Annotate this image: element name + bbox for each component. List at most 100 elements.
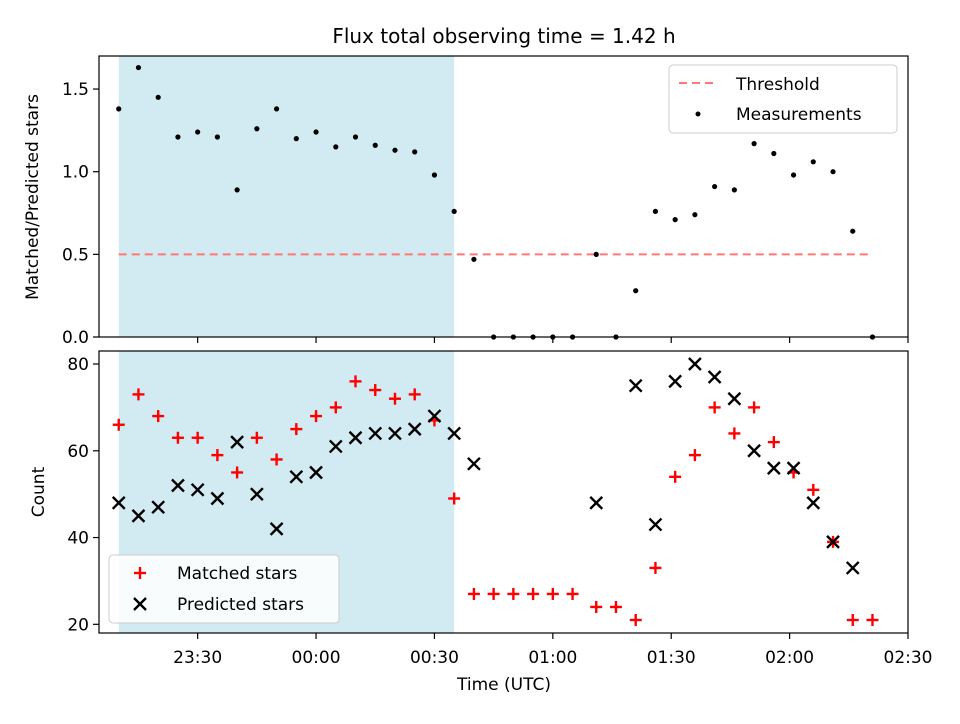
predicted-star-stroke-b (111, 495, 126, 510)
predicted-star-stroke-b (747, 443, 761, 458)
measurement-point (790, 172, 797, 178)
matched-star-point (231, 466, 244, 479)
predicted-star-stroke-b (467, 456, 481, 471)
legend-predicted-label: Predicted stars (177, 595, 304, 615)
predicted-star-point (151, 500, 166, 515)
predicted-star-point (368, 426, 383, 441)
measurement-point (293, 136, 299, 142)
predicted-star-stroke-b (707, 370, 722, 384)
matched-star-point (408, 388, 421, 401)
measurement-point (593, 251, 599, 257)
predicted-star-stroke-b (628, 378, 643, 393)
matched-star-point (310, 410, 323, 423)
legend-measurements-label: Measurements (736, 105, 862, 125)
top-y-tick-label: 0.5 (62, 245, 89, 265)
matched-star-point (270, 453, 283, 466)
matched-star-point (669, 470, 682, 483)
matched-star-point (369, 384, 382, 397)
measurement-point (412, 149, 418, 155)
measurement-point (633, 288, 639, 294)
predicted-star-point (786, 461, 801, 475)
top-y-tick-label: 0.0 (62, 328, 89, 348)
legend-threshold-label: Threshold (735, 75, 820, 95)
matched-star-point (807, 483, 820, 496)
measurement-point (333, 144, 339, 150)
predicted-star-stroke-b (727, 391, 742, 406)
x-axis-label: Time (UTC) (456, 675, 551, 695)
matched-star-point (527, 587, 540, 600)
bottom-y-tick-label: 20 (67, 615, 89, 635)
predicted-star-point (190, 482, 205, 497)
predicted-star-stroke-b (269, 522, 284, 536)
legend-matched-label: Matched stars (177, 564, 297, 584)
predicted-star-stroke-b (427, 409, 442, 423)
predicted-star-stroke-b (289, 469, 304, 484)
matched-star-point (171, 431, 184, 444)
matched-star-point (349, 375, 362, 388)
predicted-star-stroke-b (688, 357, 702, 371)
predicted-star-stroke-b (171, 478, 185, 493)
predicted-star-stroke-b (388, 426, 402, 441)
predicted-star-point (467, 456, 481, 471)
measurement-point (830, 169, 836, 175)
measurement-point (692, 212, 698, 218)
predicted-star-stroke-b (766, 461, 781, 475)
matched-star-point (448, 492, 461, 505)
predicted-star-point (826, 535, 840, 549)
matched-star-point (191, 431, 204, 444)
matched-star-point (688, 449, 701, 462)
measurement-point (451, 208, 457, 214)
top-shaded-region (118, 56, 455, 337)
top-legend: Threshold Measurements (668, 64, 898, 134)
predicted-star-stroke-b (806, 495, 821, 510)
matched-star-point (866, 613, 879, 626)
bottom-legend: Matched stars Predicted stars (108, 554, 340, 624)
predicted-star-stroke-b (826, 535, 840, 549)
matched-star-point (846, 613, 859, 626)
top-panel-frame (98, 55, 909, 338)
predicted-star-point (589, 495, 604, 510)
measurement-point (850, 228, 856, 234)
matched-star-point (487, 587, 500, 600)
measurement-point (471, 256, 477, 262)
x-tick-label: 02:30 (884, 648, 933, 668)
predicted-star-stroke-b (589, 495, 604, 510)
matched-star-point (388, 392, 401, 405)
x-tick-label: 00:00 (292, 648, 341, 668)
predicted-star-stroke-b (348, 430, 363, 445)
matched-star-point (566, 587, 579, 600)
predicted-star-point (309, 465, 323, 480)
predicted-star-stroke-b (447, 426, 462, 441)
measurement-point (672, 217, 678, 223)
matched-star-point (507, 587, 520, 600)
predicted-star-point (230, 435, 244, 449)
predicted-star-stroke-b (250, 487, 264, 502)
predicted-star-point (766, 461, 781, 475)
x-tick-label: 02:00 (765, 648, 814, 668)
top-y-tick-label: 1.0 (62, 163, 89, 183)
bottom-y-tick-label: 80 (67, 355, 89, 375)
matched-star-point (211, 449, 224, 462)
measurement-point (313, 129, 319, 135)
chart-title: Flux total observing time = 1.42 h (332, 24, 675, 48)
top-y-tick-label: 1.5 (62, 80, 89, 100)
predicted-star-stroke-b (786, 461, 801, 475)
legend-matched-swatch (134, 567, 146, 579)
matched-star-point (152, 410, 165, 423)
legend-predicted-swatch (133, 597, 147, 611)
predicted-star-point (628, 378, 643, 393)
predicted-star-point (269, 522, 284, 536)
matched-star-point (609, 600, 622, 613)
x-tick-label: 23:30 (173, 648, 222, 668)
predicted-star-point (688, 357, 702, 371)
top-y-axis-label: Matched/Predicted stars (23, 94, 43, 300)
measurement-point (372, 142, 378, 148)
measurement-point (810, 159, 816, 165)
predicted-star-point (407, 422, 422, 436)
measurement-point (731, 187, 737, 193)
measurement-point (392, 147, 398, 153)
measurement-point (175, 134, 181, 140)
top-panel: 0.0 0.5 1.0 1.5 Matched/Predicted stars Thr… (23, 55, 909, 348)
matched-star-point (728, 427, 741, 440)
